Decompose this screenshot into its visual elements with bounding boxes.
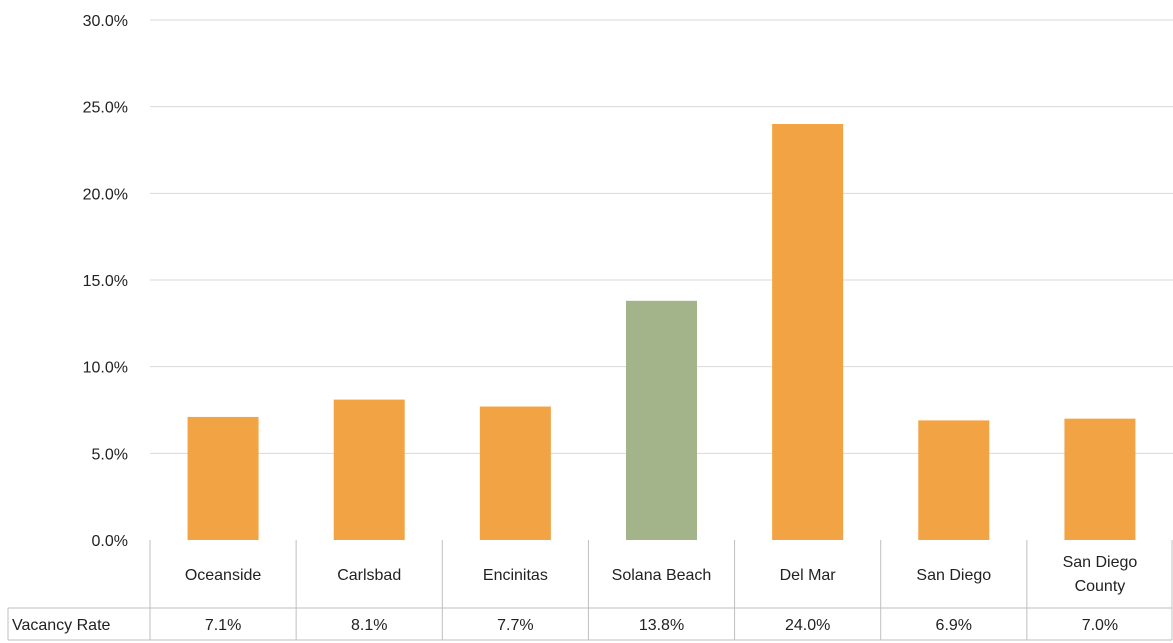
y-tick-label: 20.0%: [83, 186, 128, 203]
bar-san-diego-county: [1064, 418, 1136, 540]
bar-del-mar: [772, 124, 844, 540]
bar-carlsbad: [333, 399, 405, 540]
category-label: Del Mar: [780, 567, 837, 584]
value-label: 7.0%: [1082, 617, 1118, 634]
value-label: 7.7%: [497, 617, 533, 634]
y-tick-label: 10.0%: [83, 360, 128, 377]
y-tick-label: 5.0%: [92, 446, 128, 463]
bar-san-diego: [918, 420, 990, 540]
bar-encinitas: [479, 406, 551, 540]
value-label: 6.9%: [936, 617, 972, 634]
y-axis-tick-labels: 0.0% 5.0% 10.0% 15.0% 20.0% 25.0% 30.0%: [83, 13, 128, 550]
y-tick-label: 25.0%: [83, 100, 128, 117]
value-label: 8.1%: [351, 617, 387, 634]
bars: [187, 124, 1136, 540]
series-label: Vacancy Rate: [12, 617, 111, 634]
data-table: Oceanside Carlsbad Encinitas Solana Beach De…: [7, 540, 1173, 641]
category-label: Solana Beach: [612, 567, 712, 584]
category-label: Carlsbad: [337, 567, 401, 584]
gridlines: [150, 19, 1173, 454]
y-tick-label: 0.0%: [92, 533, 128, 550]
value-label: 7.1%: [205, 617, 241, 634]
category-label: San Diego: [916, 567, 991, 584]
bar-solana-beach: [626, 300, 697, 540]
value-label: 13.8%: [639, 617, 684, 634]
category-label: Oceanside: [185, 567, 262, 584]
y-tick-label: 30.0%: [83, 13, 128, 30]
bar-oceanside: [187, 416, 259, 540]
category-label: Encinitas: [483, 567, 548, 584]
value-label: 24.0%: [785, 617, 830, 634]
category-label: San Diego County: [1063, 554, 1138, 595]
y-tick-label: 15.0%: [83, 273, 128, 290]
